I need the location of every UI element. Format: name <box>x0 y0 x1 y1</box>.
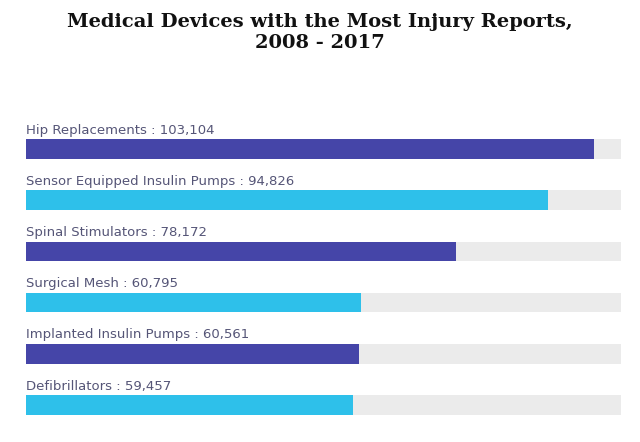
Bar <box>26 242 456 261</box>
Text: Surgical Mesh : 60,795: Surgical Mesh : 60,795 <box>26 277 178 290</box>
Bar <box>26 139 594 159</box>
Bar <box>26 191 548 210</box>
Bar <box>26 139 621 159</box>
Text: Defibrillators : 59,457: Defibrillators : 59,457 <box>26 380 171 392</box>
Text: Sensor Equipped Insulin Pumps : 94,826: Sensor Equipped Insulin Pumps : 94,826 <box>26 175 294 188</box>
Bar <box>26 344 359 363</box>
Text: Implanted Insulin Pumps : 60,561: Implanted Insulin Pumps : 60,561 <box>26 328 249 342</box>
Text: Medical Devices with the Most Injury Reports,
2008 - 2017: Medical Devices with the Most Injury Rep… <box>67 13 573 52</box>
Bar <box>26 293 621 312</box>
Text: Spinal Stimulators : 78,172: Spinal Stimulators : 78,172 <box>26 226 207 239</box>
Text: Hip Replacements : 103,104: Hip Replacements : 103,104 <box>26 124 214 137</box>
Bar <box>26 242 621 261</box>
Bar <box>26 395 621 415</box>
Bar <box>26 344 621 363</box>
Bar <box>26 293 361 312</box>
Bar <box>26 395 353 415</box>
Bar <box>26 191 621 210</box>
